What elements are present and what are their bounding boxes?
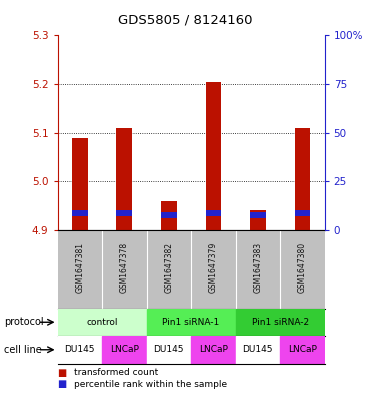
Bar [116, 128, 132, 230]
Text: LNCaP: LNCaP [110, 345, 139, 354]
Bar [236, 336, 280, 364]
Bar [147, 336, 191, 364]
Bar [116, 210, 132, 216]
Bar [102, 336, 147, 364]
Text: transformed count: transformed count [74, 368, 158, 377]
Text: GSM1647378: GSM1647378 [120, 242, 129, 293]
Text: DU145: DU145 [154, 345, 184, 354]
Text: GDS5805 / 8124160: GDS5805 / 8124160 [118, 14, 253, 27]
Text: protocol: protocol [4, 317, 43, 327]
Bar [161, 201, 177, 230]
Text: GSM1647383: GSM1647383 [253, 242, 262, 293]
Bar [295, 210, 310, 216]
Bar [147, 309, 236, 336]
Text: ■: ■ [58, 379, 67, 389]
Text: percentile rank within the sample: percentile rank within the sample [74, 380, 227, 389]
Text: cell line: cell line [4, 345, 42, 355]
Text: LNCaP: LNCaP [288, 345, 317, 354]
Bar [236, 309, 325, 336]
Text: ■: ■ [58, 367, 67, 378]
Text: DU145: DU145 [243, 345, 273, 354]
Text: GSM1647379: GSM1647379 [209, 242, 218, 293]
Text: GSM1647382: GSM1647382 [164, 242, 173, 293]
Bar [280, 336, 325, 364]
Bar [206, 210, 221, 216]
Bar [250, 210, 266, 230]
Text: GSM1647381: GSM1647381 [75, 242, 84, 293]
Bar [58, 309, 147, 336]
Bar [206, 82, 221, 230]
Text: Pin1 siRNA-1: Pin1 siRNA-1 [162, 318, 220, 327]
Text: LNCaP: LNCaP [199, 345, 228, 354]
Text: GSM1647380: GSM1647380 [298, 242, 307, 293]
Bar [250, 212, 266, 218]
Bar [295, 128, 310, 230]
Text: Pin1 siRNA-2: Pin1 siRNA-2 [252, 318, 309, 327]
Bar [161, 212, 177, 218]
Bar [191, 336, 236, 364]
Bar [72, 210, 88, 216]
Bar [72, 138, 88, 230]
Text: control: control [86, 318, 118, 327]
Text: DU145: DU145 [65, 345, 95, 354]
Bar [58, 336, 102, 364]
